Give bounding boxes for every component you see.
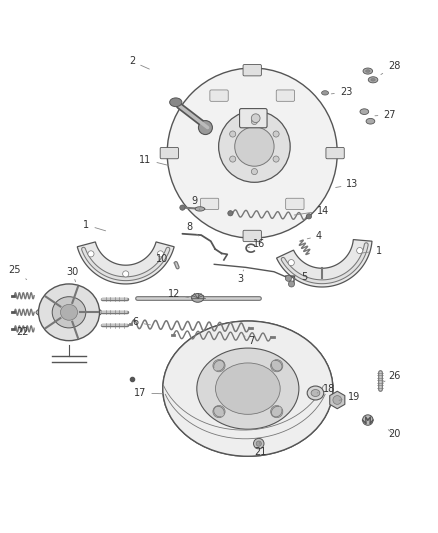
Ellipse shape xyxy=(194,207,204,211)
Text: 4: 4 xyxy=(307,231,321,241)
Circle shape xyxy=(270,360,282,372)
Text: 8: 8 xyxy=(185,222,198,236)
Text: 7: 7 xyxy=(243,335,254,346)
Text: 23: 23 xyxy=(331,87,351,97)
Circle shape xyxy=(212,406,225,418)
FancyBboxPatch shape xyxy=(239,109,266,128)
Circle shape xyxy=(218,111,290,182)
Ellipse shape xyxy=(215,363,279,414)
FancyBboxPatch shape xyxy=(285,198,304,209)
Ellipse shape xyxy=(365,70,369,72)
Text: 20: 20 xyxy=(387,430,399,439)
Text: 18: 18 xyxy=(317,384,335,394)
Ellipse shape xyxy=(196,348,298,429)
Circle shape xyxy=(270,406,282,418)
Circle shape xyxy=(272,131,279,137)
Circle shape xyxy=(227,211,233,216)
Ellipse shape xyxy=(365,118,374,124)
Circle shape xyxy=(306,214,311,219)
Ellipse shape xyxy=(162,321,332,456)
Ellipse shape xyxy=(321,91,328,95)
Circle shape xyxy=(251,118,257,125)
Ellipse shape xyxy=(39,284,99,341)
Text: 17: 17 xyxy=(134,388,163,398)
Circle shape xyxy=(285,275,291,281)
FancyBboxPatch shape xyxy=(160,148,178,159)
FancyBboxPatch shape xyxy=(276,90,294,101)
Text: 5: 5 xyxy=(293,272,307,282)
Circle shape xyxy=(229,131,235,137)
Circle shape xyxy=(255,441,261,446)
Text: 9: 9 xyxy=(191,196,199,210)
Circle shape xyxy=(122,271,128,277)
Circle shape xyxy=(288,260,293,265)
Text: 3: 3 xyxy=(237,270,243,284)
Ellipse shape xyxy=(36,305,102,319)
Circle shape xyxy=(332,395,341,405)
Circle shape xyxy=(180,205,184,210)
Text: 2: 2 xyxy=(129,56,149,69)
Circle shape xyxy=(288,281,294,287)
Text: 1: 1 xyxy=(361,246,381,256)
FancyBboxPatch shape xyxy=(200,198,218,209)
FancyBboxPatch shape xyxy=(325,148,343,159)
Ellipse shape xyxy=(311,390,319,397)
Polygon shape xyxy=(276,239,371,287)
FancyBboxPatch shape xyxy=(243,230,261,241)
Circle shape xyxy=(88,251,94,257)
Ellipse shape xyxy=(370,78,374,81)
Ellipse shape xyxy=(307,386,323,400)
Ellipse shape xyxy=(169,98,181,107)
Ellipse shape xyxy=(191,294,203,302)
Ellipse shape xyxy=(362,68,372,74)
Text: 1: 1 xyxy=(83,220,106,231)
Text: 12: 12 xyxy=(167,288,188,298)
Text: 13: 13 xyxy=(335,180,358,190)
Ellipse shape xyxy=(60,304,78,320)
Text: 30: 30 xyxy=(66,266,78,282)
Text: 25: 25 xyxy=(8,265,27,280)
Circle shape xyxy=(212,360,225,372)
Ellipse shape xyxy=(52,297,85,328)
Text: 28: 28 xyxy=(380,61,399,75)
Circle shape xyxy=(356,247,362,254)
FancyBboxPatch shape xyxy=(243,64,261,76)
Circle shape xyxy=(251,114,259,123)
Circle shape xyxy=(272,156,279,162)
Circle shape xyxy=(157,251,163,257)
Circle shape xyxy=(234,127,273,166)
Ellipse shape xyxy=(367,77,377,83)
Text: 10: 10 xyxy=(155,254,175,264)
Text: 21: 21 xyxy=(254,442,266,457)
Circle shape xyxy=(251,168,257,175)
Circle shape xyxy=(167,68,336,238)
Text: 22: 22 xyxy=(16,327,34,337)
FancyBboxPatch shape xyxy=(209,90,228,101)
Ellipse shape xyxy=(166,326,315,445)
Text: 27: 27 xyxy=(374,110,395,120)
Text: 11: 11 xyxy=(139,155,169,165)
Text: 16: 16 xyxy=(247,239,264,249)
Text: 26: 26 xyxy=(382,372,399,382)
Text: 19: 19 xyxy=(339,392,359,402)
Polygon shape xyxy=(77,242,174,284)
Circle shape xyxy=(229,156,235,162)
Circle shape xyxy=(362,415,372,425)
Text: 6: 6 xyxy=(132,317,150,327)
Text: 14: 14 xyxy=(293,206,328,216)
Circle shape xyxy=(198,120,212,134)
Circle shape xyxy=(253,438,263,449)
Ellipse shape xyxy=(359,109,368,115)
